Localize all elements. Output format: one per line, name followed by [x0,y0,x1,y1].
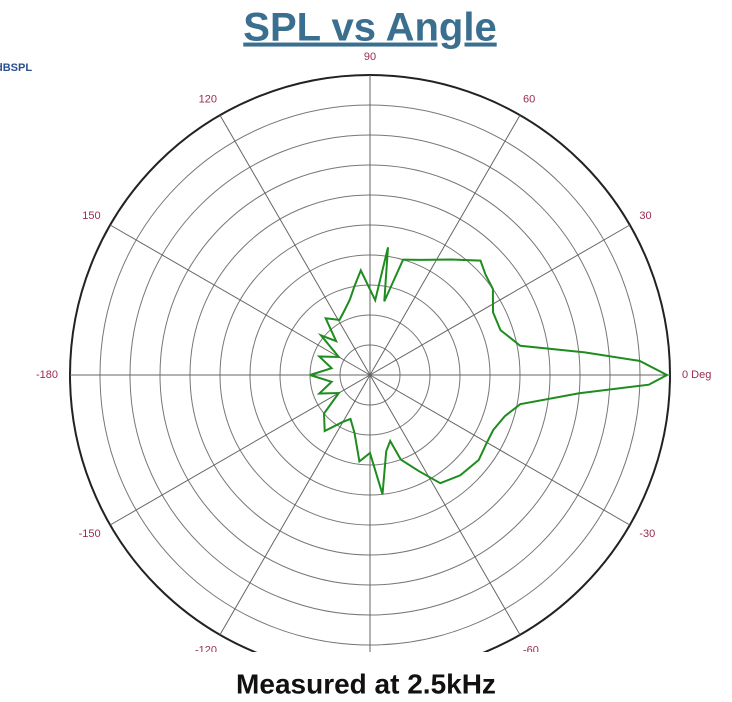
spoke [369,374,521,636]
spoke [219,114,371,376]
angle-tick-label: 60 [523,94,535,106]
spoke [109,374,371,526]
spoke [369,374,631,526]
chart-title: SPL vs Angle [243,6,496,50]
radial-label: dBSPL [0,62,32,74]
angle-tick-label: 150 [82,210,100,222]
angle-tick-label: 90 [364,51,376,63]
caption: Measured at 2.5kHz [236,668,496,699]
angle-tick-label: 30 [639,210,651,222]
angle-tick-label: -120 [195,644,217,656]
angle-tick-label: -180 [36,369,58,381]
angle-tick-label: -30 [639,528,655,540]
angle-tick-label: -150 [79,528,101,540]
angle-tick-label: 0 Deg [682,369,711,381]
spoke [369,114,521,376]
series-line [309,247,670,495]
spoke [369,224,631,376]
spoke [219,374,371,636]
angle-tick-label: -60 [523,644,539,656]
spoke [109,224,371,376]
angle-tick-label: 120 [199,94,217,106]
